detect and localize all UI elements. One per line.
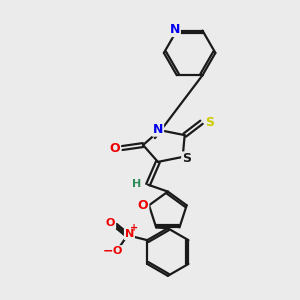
- Text: N: N: [125, 229, 134, 239]
- Text: O: O: [113, 246, 122, 256]
- Text: O: O: [106, 218, 115, 228]
- Text: S: S: [205, 116, 214, 129]
- Text: −: −: [102, 244, 113, 258]
- Text: H: H: [133, 179, 142, 189]
- Text: S: S: [182, 152, 191, 165]
- Text: N: N: [153, 123, 163, 136]
- Text: N: N: [169, 23, 180, 36]
- Text: O: O: [138, 199, 148, 212]
- Text: O: O: [109, 142, 120, 154]
- Text: +: +: [130, 223, 138, 233]
